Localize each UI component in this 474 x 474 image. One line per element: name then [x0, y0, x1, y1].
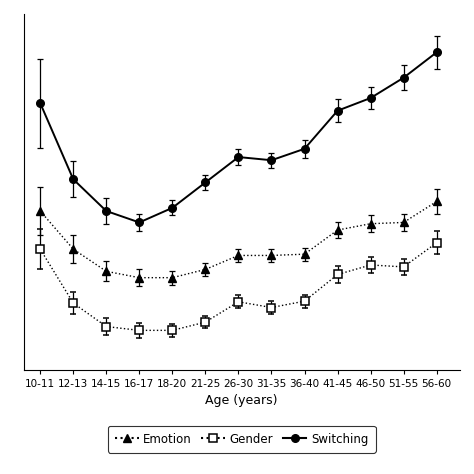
X-axis label: Age (years): Age (years) [206, 394, 278, 407]
Legend: Emotion, Gender, Switching: Emotion, Gender, Switching [108, 426, 375, 453]
